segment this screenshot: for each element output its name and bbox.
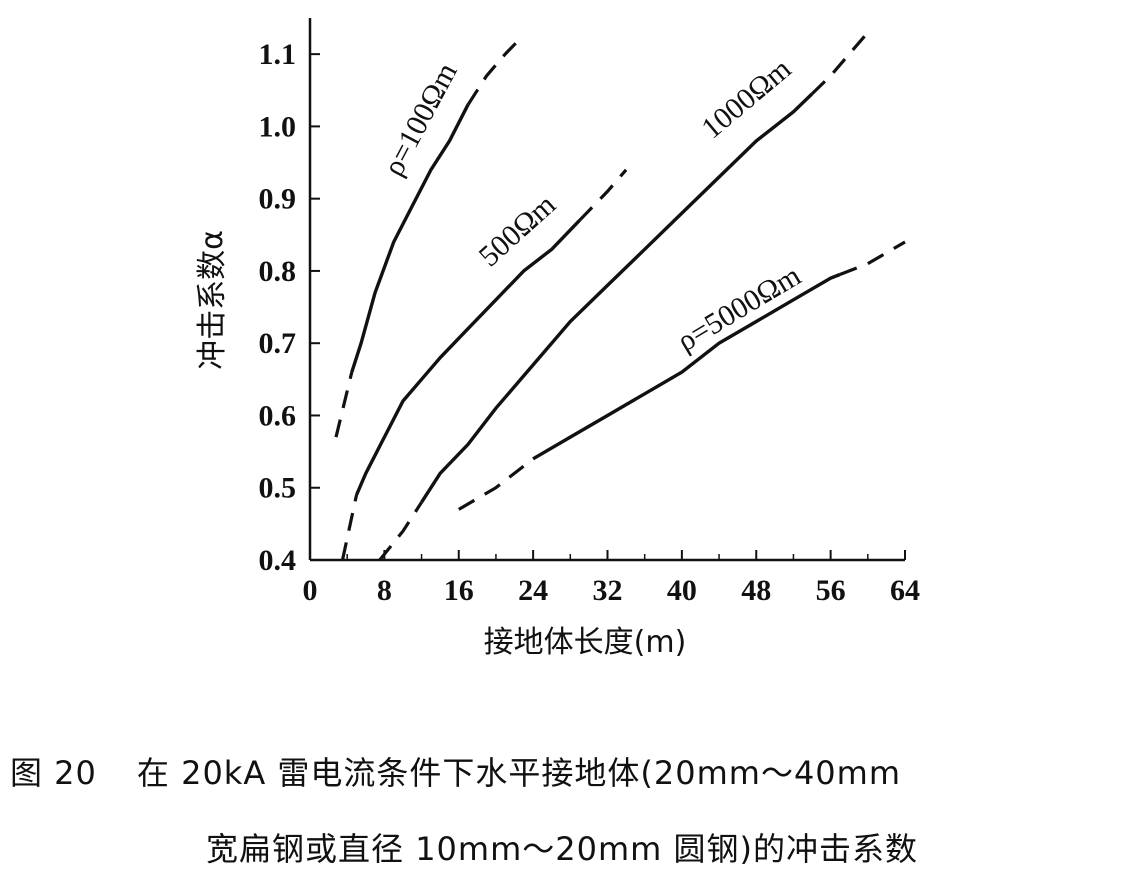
x-tick-label: 64 [890, 574, 920, 607]
series-4-dashed-start [457, 457, 535, 511]
axes [308, 18, 905, 562]
y-tick-label: 0.6 [259, 399, 297, 432]
y-tick-label: 1.1 [259, 38, 297, 71]
series-2-dashed-end [578, 168, 628, 222]
series-2-dashed-start [340, 494, 359, 561]
series-1-solid-line [350, 103, 470, 373]
figure-number: 图 20 [10, 754, 97, 792]
x-tick-label: 16 [444, 574, 474, 607]
x-tick-label: 40 [667, 574, 697, 607]
series-1-dashed-end [466, 38, 521, 106]
series-lines [334, 31, 906, 562]
series-3-solid-line [420, 92, 814, 504]
x-tick-label: 8 [377, 574, 392, 607]
y-tick-label: 0.8 [259, 255, 297, 288]
x-tick-label: 24 [518, 574, 548, 607]
y-tick-label: 0.9 [259, 183, 297, 216]
y-tick-label: 0.5 [259, 472, 297, 505]
chart-area: 0 8 16 24 32 40 48 56 64 0.4 0.5 0.6 0.7 0.8 0.9 1.0 1.1… [195, 18, 921, 660]
series-4-solid-line [532, 272, 841, 461]
ticks: 0 8 16 24 32 40 48 56 64 0.4 0.5 0.6 0.7 0.8 0.9 1.0 1.1 [259, 38, 921, 607]
series-3-label: 1000Ωm [695, 52, 797, 145]
x-tick-label: 0 [303, 574, 318, 607]
series-2-label: 500Ωm [473, 188, 562, 273]
figure-caption-line-2: 宽扁钢或直径 10mm～20mm 圆钢)的冲击系数 [206, 830, 918, 868]
y-tick-label: 1.0 [259, 110, 297, 143]
figure-caption-text-1: 在 20kA 雷电流条件下水平接地体(20mm～40mm [136, 754, 902, 792]
series-2-solid-line [354, 219, 581, 496]
figure-caption-line-1: 图 20 在 20kA 雷电流条件下水平接地体(20mm～40mm [10, 748, 901, 794]
x-axis-label: 接地体长度(m) [484, 625, 687, 660]
y-tick-label: 0.4 [259, 544, 297, 577]
series-4-dashed-end [839, 240, 906, 276]
series-4-label: ρ=5000Ωm [672, 259, 807, 358]
x-tick-label: 56 [816, 574, 846, 607]
y-tick-label: 0.7 [259, 327, 297, 360]
impulse-coefficient-chart: 0 8 16 24 32 40 48 56 64 0.4 0.5 0.6 0.7 0.8 0.9 1.0 1.1… [195, 18, 921, 660]
x-tick-label: 32 [593, 574, 623, 607]
x-tick-label: 48 [741, 574, 771, 607]
y-axis-label: 冲击系数α [195, 230, 230, 370]
series-3-dashed-start [378, 501, 423, 562]
series-1-dashed-start [334, 371, 354, 438]
series-1-label: ρ=100Ωm [377, 58, 464, 182]
series-3-dashed-end [810, 31, 870, 96]
